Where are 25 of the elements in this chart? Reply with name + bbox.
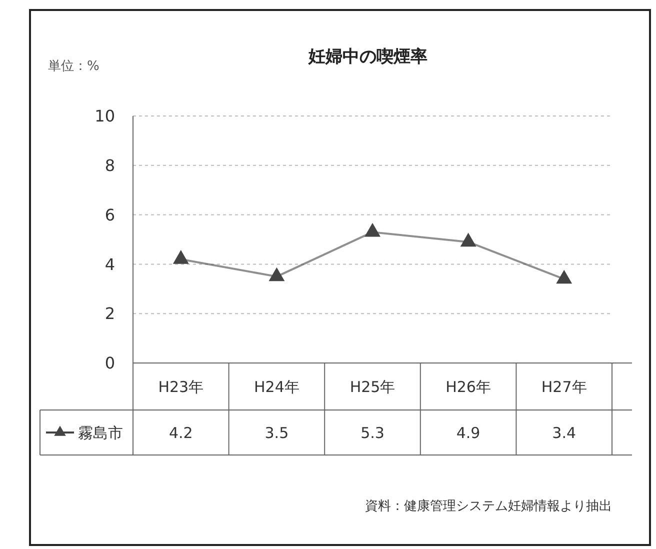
x-tick-label: H27年 — [541, 378, 587, 396]
chart-title: 妊婦中の喫煙率 — [308, 47, 428, 67]
point — [268, 267, 285, 282]
x-tick-label: H23年 — [158, 378, 204, 396]
y-tick-label: 10 — [94, 106, 115, 126]
x-tick-label: H24年 — [254, 378, 300, 396]
legend-label: 霧島市 — [78, 424, 123, 442]
data-label: 3.5 — [264, 424, 289, 442]
data-label: 3.4 — [552, 424, 576, 442]
point — [364, 222, 380, 237]
y-tick-label: 2 — [104, 304, 115, 324]
point — [556, 270, 572, 284]
data-label: 4.2 — [168, 424, 193, 442]
point — [460, 232, 476, 247]
data-label: 5.3 — [360, 424, 384, 442]
y-axis-title: 単位：% — [48, 59, 100, 74]
data-label: 4.9 — [456, 424, 480, 442]
y-tick-label: 4 — [104, 254, 115, 274]
x-tick-label: H25年 — [350, 378, 396, 396]
y-tick-label: 6 — [104, 205, 115, 224]
text: 資料：健康管理システム妊婦情報より抽出 — [365, 499, 612, 514]
point — [172, 250, 189, 264]
y-tick-label: 0 — [104, 354, 115, 373]
y-tick-label: 8 — [104, 156, 115, 175]
x-tick-label: H26年 — [446, 378, 491, 396]
